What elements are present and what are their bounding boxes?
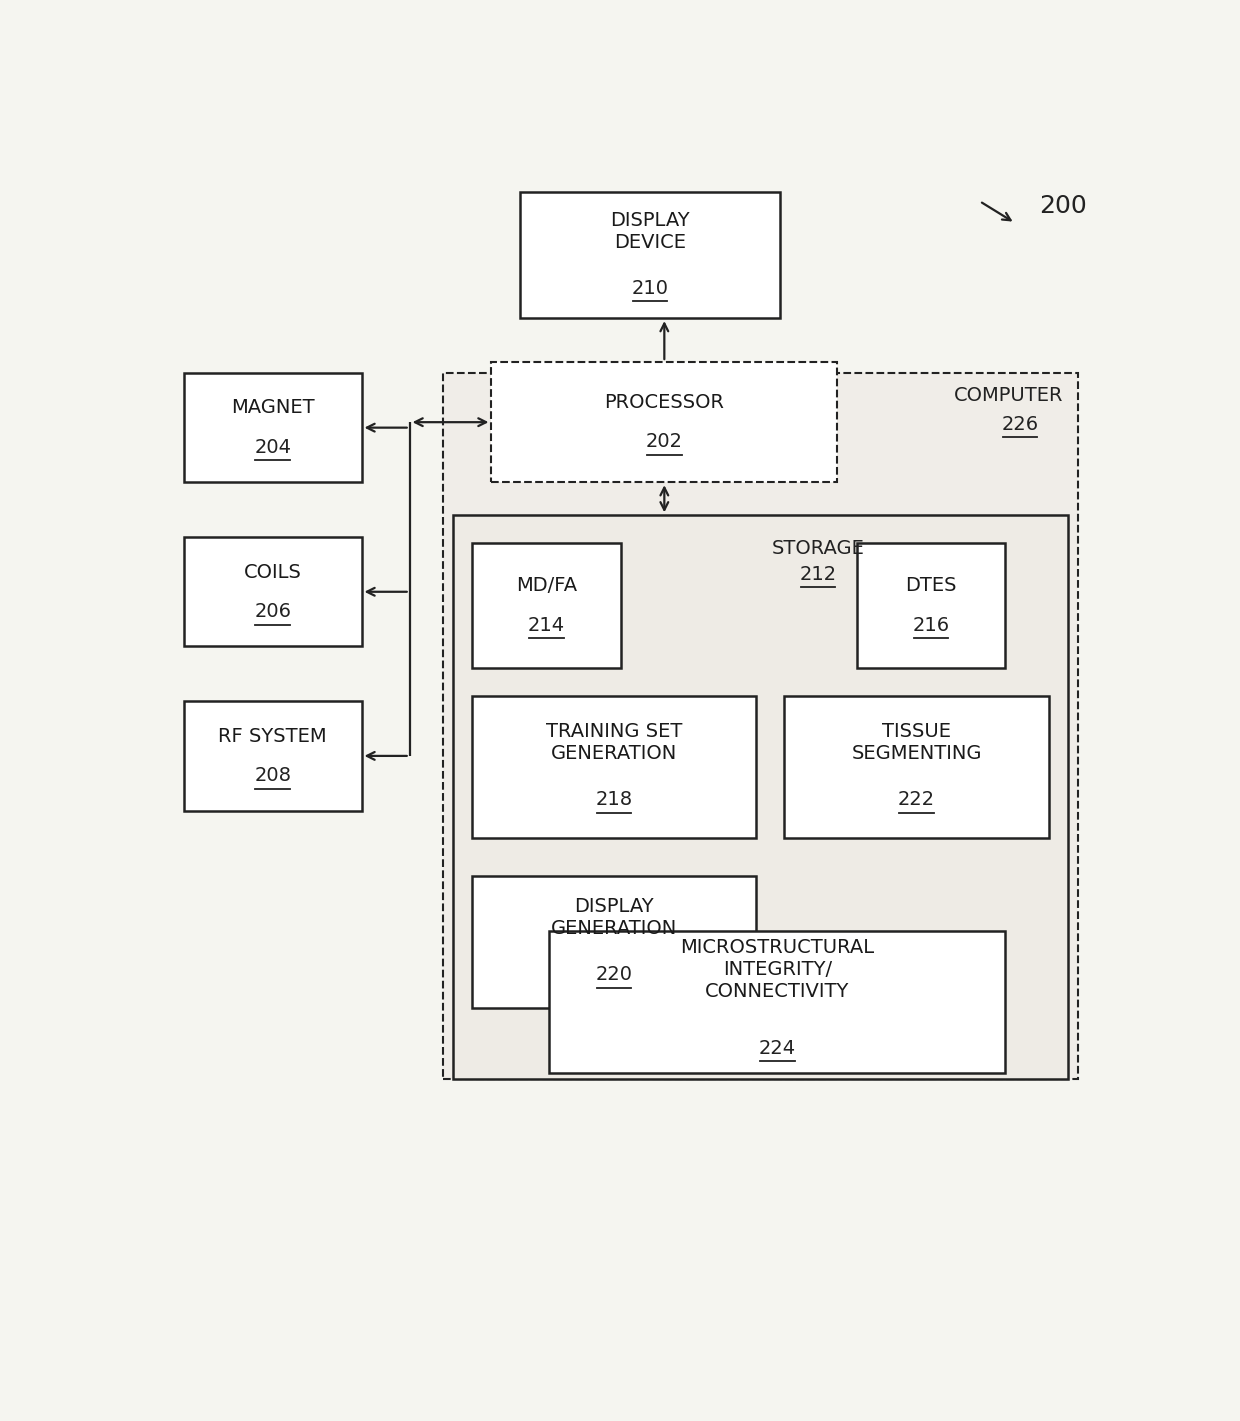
Text: 202: 202 [646,432,683,452]
Bar [184,701,362,810]
Text: COMPUTER: COMPUTER [954,387,1063,405]
Bar [453,516,1068,1079]
Text: MICROSTRUCTURAL
INTEGRITY/
CONNECTIVITY: MICROSTRUCTURAL INTEGRITY/ CONNECTIVITY [681,938,874,1000]
Bar [549,931,1006,1073]
Text: 204: 204 [254,438,291,456]
Text: COILS: COILS [244,563,301,581]
Bar [521,192,780,318]
Text: DISPLAY
GENERATION: DISPLAY GENERATION [551,897,677,938]
Text: TRAINING SET
GENERATION: TRAINING SET GENERATION [546,722,682,763]
Text: 224: 224 [759,1039,796,1057]
Text: PROCESSOR: PROCESSOR [604,394,724,412]
Text: TISSUE
SEGMENTING: TISSUE SEGMENTING [852,722,982,763]
Bar [472,543,621,668]
Text: 210: 210 [631,279,668,297]
Bar [184,537,362,647]
Text: MD/FA: MD/FA [516,577,577,595]
Text: 200: 200 [1039,193,1087,217]
Text: STORAGE: STORAGE [771,539,864,558]
Text: 226: 226 [1002,415,1038,433]
Text: 208: 208 [254,766,291,784]
Text: DTES: DTES [905,577,957,595]
Bar [472,877,755,1007]
Text: RF SYSTEM: RF SYSTEM [218,726,327,746]
Bar [472,696,755,838]
Bar [444,372,1078,1079]
Text: 220: 220 [595,965,632,985]
Text: 218: 218 [595,790,632,809]
Text: 212: 212 [800,564,837,584]
Bar [184,372,362,482]
Text: 214: 214 [528,615,565,635]
Text: 222: 222 [898,790,935,809]
Text: 216: 216 [913,615,950,635]
Text: 206: 206 [254,603,291,621]
Text: MAGNET: MAGNET [231,398,315,418]
Bar [857,543,1006,668]
Bar [785,696,1049,838]
Bar [491,362,837,482]
Text: DISPLAY
DEVICE: DISPLAY DEVICE [610,210,689,252]
